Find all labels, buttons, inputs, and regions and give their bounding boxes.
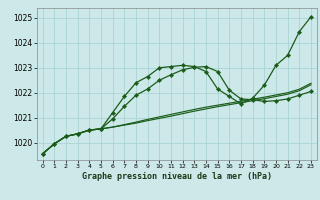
X-axis label: Graphe pression niveau de la mer (hPa): Graphe pression niveau de la mer (hPa) [82, 172, 272, 181]
